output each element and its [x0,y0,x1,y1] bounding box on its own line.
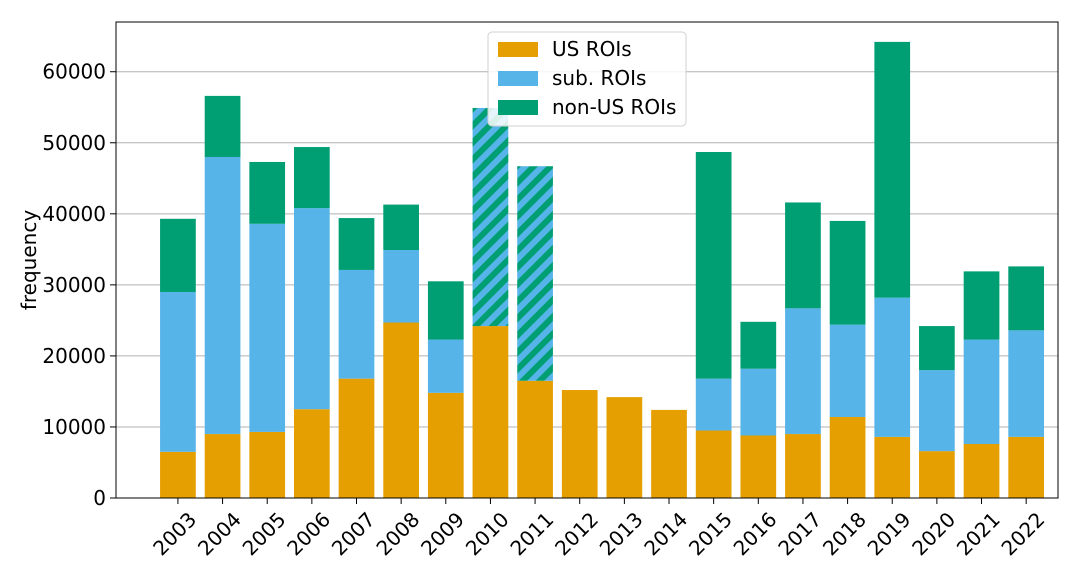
bar-sub-rois-2004 [204,156,241,435]
legend-label: sub. ROIs [552,66,646,90]
bar-sub-rois-2003 [160,291,196,452]
plot-frame [115,21,1059,499]
bar-non-us-rois-2009 [427,281,464,340]
bar-us-rois-2019 [874,436,911,498]
bar-sub-rois-2009 [427,339,464,393]
bar-sub-rois-2020 [919,370,955,452]
bar-non-us-rois-2021 [963,271,1000,340]
x-tick-label: 2013 [595,507,648,560]
x-tick-label: 2017 [773,507,826,560]
x-tick-label: 2022 [996,507,1049,560]
legend-swatch [498,71,538,86]
x-tick-label: 2016 [729,507,782,560]
x-tick-label: 2004 [193,507,246,560]
legend: US ROIs sub. ROIs non-US ROIs [487,31,687,127]
legend-label: US ROIs [552,37,632,61]
x-axis: 2003200420052006200720082009201020112012… [148,498,1049,560]
bar-non-us-rois-2016 [740,321,777,369]
bar-sub-rois-2005 [249,223,286,432]
y-tick-label: 20000 [42,344,106,368]
x-tick-label: 2012 [550,507,603,560]
x-tick-label: 2019 [863,507,916,560]
x-tick-label: 2010 [461,507,514,560]
bar-us-rois-2010 [472,326,509,498]
bar-non-us-rois-2019 [874,41,911,298]
bar-sub-rois-2016 [740,368,777,436]
bar-non-us-rois-2007 [338,218,375,270]
bar-us-rois-2008 [383,322,420,498]
bar-us-rois-2021 [963,444,1000,498]
legend-swatch [498,42,538,57]
bar-us-rois-2015 [695,430,732,498]
bar-non-us-rois-2005 [249,161,286,224]
y-tick-label: 0 [93,486,106,510]
bar-non-us-rois-2004 [204,95,241,157]
bar-us-rois-2011 [517,380,553,498]
bar-sub-rois-2017 [785,308,821,435]
bar-non-us-rois-2018 [829,220,866,325]
bar-non-us-rois-2022 [1008,266,1045,331]
bar-sub-rois-2021 [963,339,1000,445]
bar-sub-rois-2019 [874,297,911,437]
x-tick-label: 2021 [952,507,1005,560]
bar-us-rois-2009 [427,392,464,498]
x-tick-label: 2015 [684,507,737,560]
bar-us-rois-2004 [204,434,241,498]
bar-us-rois-2018 [829,417,866,498]
bar-non-us-rois-2010 [472,107,509,327]
bar-non-us-rois-2003 [160,218,196,292]
x-tick-label: 2020 [907,507,960,560]
bar-non-us-rois-2020 [919,326,955,371]
bar-us-rois-2014 [651,409,687,498]
bar-non-us-rois-2011 [517,166,553,381]
bar-sub-rois-2006 [293,208,330,410]
x-tick-label: 2007 [327,507,380,560]
y-tick-label: 50000 [42,131,106,155]
bar-non-us-rois-2015 [695,152,732,379]
bar-sub-rois-2007 [338,269,375,379]
bar-sub-rois-2022 [1008,330,1045,437]
bar-sub-rois-2015 [695,378,732,431]
x-tick-label: 2006 [282,507,335,560]
y-tick-label: 60000 [42,60,106,84]
x-tick-label: 2011 [505,507,558,560]
bar-non-us-rois-2008 [383,204,420,251]
x-tick-label: 2003 [148,507,201,560]
y-tick-label: 30000 [42,273,106,297]
bar-us-rois-2012 [561,390,598,498]
bar-us-rois-2006 [293,409,330,498]
bars [160,41,1045,498]
bar-us-rois-2022 [1008,436,1045,498]
bar-us-rois-2007 [338,378,375,498]
bar-us-rois-2013 [606,397,643,498]
x-tick-label: 2009 [416,507,469,560]
x-tick-label: 2008 [371,507,424,560]
x-tick-label: 2005 [238,507,291,560]
bar-sub-rois-2008 [383,250,420,323]
x-tick-label: 2014 [639,507,692,560]
bar-sub-rois-2018 [829,324,866,418]
y-axis: 0 10000 20000 30000 40000 50000 60000 [42,60,116,510]
bar-us-rois-2005 [249,431,286,498]
bar-us-rois-2017 [785,434,821,498]
y-tick-label: 40000 [42,202,106,226]
x-tick-label: 2018 [818,507,871,560]
y-axis-label: frequency [17,210,41,310]
bar-us-rois-2016 [740,435,777,498]
legend-label: non-US ROIs [552,95,676,119]
bar-us-rois-2003 [160,451,196,498]
bar-non-us-rois-2017 [785,202,821,309]
bar-us-rois-2020 [919,451,955,498]
bar-non-us-rois-2006 [293,147,330,209]
y-tick-label: 10000 [42,415,106,439]
legend-swatch [498,100,538,115]
